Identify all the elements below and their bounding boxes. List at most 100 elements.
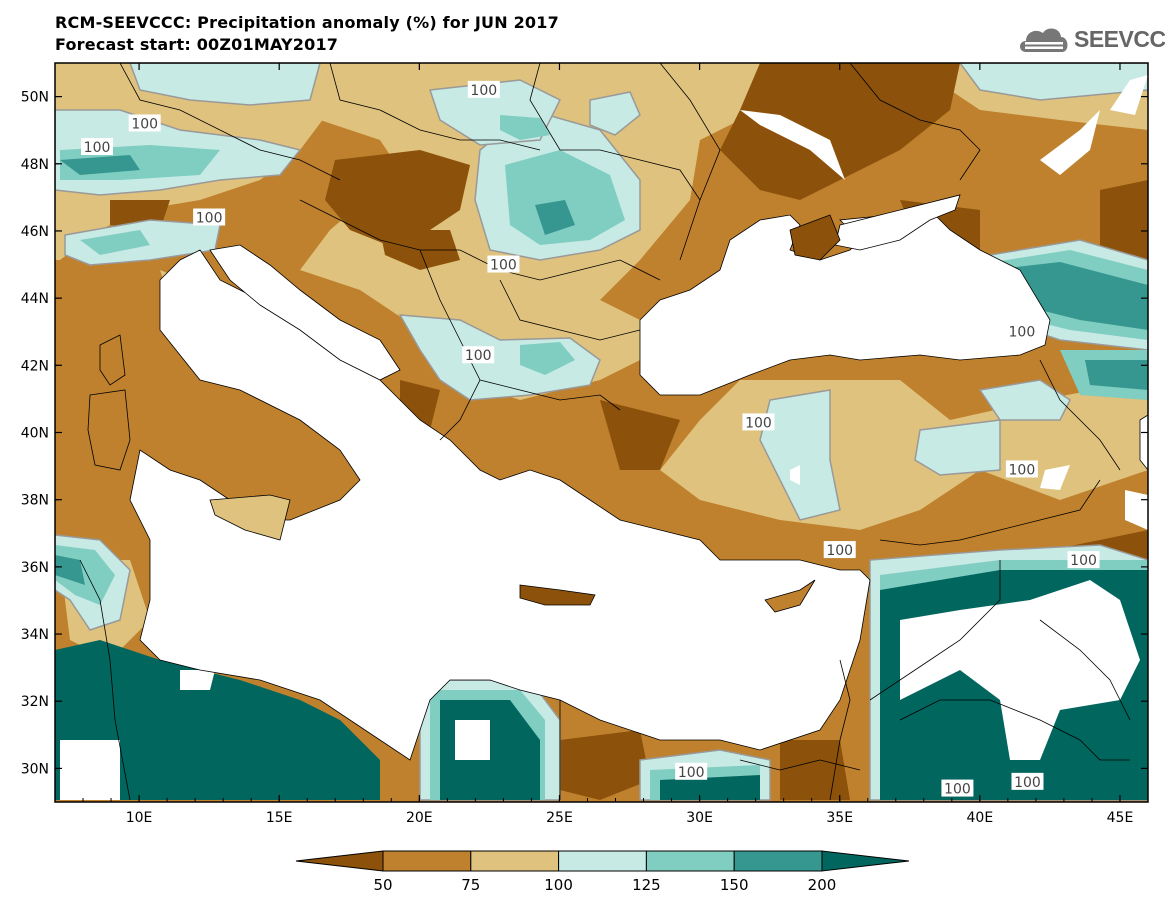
lat-tick-label: 48N (21, 157, 49, 173)
contour-label-bg (1011, 772, 1044, 790)
anomaly-region-wet (914, 419, 1001, 476)
lon-tick-label: 20E (406, 810, 433, 826)
contour-label-bg (193, 208, 226, 226)
colorbar-lower-extend (295, 850, 384, 872)
lat-tick-label: 30N (21, 761, 49, 777)
lat-tick-label: 38N (21, 493, 49, 509)
contour-label-bg (1067, 551, 1100, 569)
lake-region (1040, 110, 1100, 175)
azov-sea (834, 194, 961, 251)
contour-label: 100 (745, 415, 772, 431)
anomaly-region-dark (325, 150, 470, 250)
anomaly-region-wettest (990, 262, 1148, 330)
contour-label: 100 (490, 258, 517, 274)
border-line (79, 559, 131, 801)
lon-tick-label: 25E (546, 810, 573, 826)
border-line (849, 63, 981, 181)
anomaly-region-wet (759, 389, 841, 521)
anomaly-region-dark (600, 400, 680, 470)
border-line (879, 479, 1101, 546)
anomaly-region-wet (978, 379, 1071, 421)
contour-label: 100 (84, 140, 111, 156)
colorbar-segment (645, 850, 735, 872)
anomaly-region-wetter (500, 115, 550, 140)
adriatic-sea (209, 244, 401, 381)
contour-label-bg (128, 114, 161, 132)
colorbar: 50 75 100 125 150 200 (295, 850, 910, 894)
anomaly-region-wettest (60, 155, 140, 175)
colorbar-level-label: 50 (373, 876, 392, 894)
contour-label-bg (1005, 322, 1038, 340)
crete-island (519, 584, 596, 606)
border-line (829, 659, 851, 801)
border-line (899, 699, 1130, 761)
masked-region (60, 740, 120, 800)
contour-label: 100 (826, 543, 853, 559)
colorbar-level-label: 100 (544, 876, 573, 894)
contour-label-bg (941, 779, 974, 797)
sardinia-island (87, 389, 131, 471)
contour-label-bg (462, 346, 495, 364)
colorbar-level-label: 75 (461, 876, 480, 894)
anomaly-region-wet (398, 314, 601, 401)
cloud-icon (1020, 28, 1068, 52)
contour-label: 100 (1009, 462, 1036, 478)
contour-label: 100 (678, 765, 705, 781)
lat-tick-label: 46N (21, 224, 49, 240)
colorbar-level-label: 125 (632, 876, 661, 894)
caspian-sea (1139, 414, 1148, 471)
cyprus-island (764, 579, 816, 613)
lake-region (740, 110, 845, 180)
border-line (529, 63, 701, 201)
border-line (1039, 359, 1121, 471)
masked-region (455, 720, 490, 760)
contour-label: 100 (470, 83, 497, 99)
anomaly-region-wet (959, 63, 1148, 101)
border-line (479, 379, 621, 411)
contour-label: 100 (465, 348, 492, 364)
masked-region (900, 580, 1140, 760)
lon-tick-label: 30E (686, 810, 713, 826)
lake-region (1040, 465, 1070, 490)
lat-tick-label: 44N (21, 291, 49, 307)
border-line (659, 63, 721, 261)
contour-label: 100 (1070, 553, 1097, 569)
lat-tick-label: 34N (21, 627, 49, 643)
colorbar-level-label: 150 (720, 876, 749, 894)
colorbar-upper-extend (821, 850, 910, 872)
crimea-peninsula (789, 214, 841, 261)
border-line (869, 560, 1001, 701)
contour-label-bg (81, 137, 114, 155)
map-title: RCM-SEEVCCC: Precipitation anomaly (%) f… (55, 13, 559, 32)
colorbar-segment (382, 850, 472, 872)
corsica-island (99, 334, 126, 386)
colorbar-level-label: 200 (808, 876, 837, 894)
contour-label: 100 (196, 211, 223, 227)
anomaly-region-wetter (520, 342, 575, 375)
border-line (739, 759, 861, 771)
anomaly-region-wettest (1085, 360, 1148, 390)
forecast-start-subtitle: Forecast start: 00Z01MAY2017 (55, 35, 339, 54)
mediterranean-sea (129, 249, 871, 761)
contour-label-bg (1005, 460, 1038, 478)
colorbar-segment (733, 850, 823, 872)
contour-label-bg (675, 762, 708, 780)
contour-label-bg (487, 255, 520, 273)
anomaly-region-dark (720, 63, 960, 200)
anomaly-region-wet (589, 91, 641, 136)
border-line (329, 63, 541, 151)
seevccc-logo: SEEVCCC (1016, 20, 1165, 60)
country-borders (79, 63, 1131, 801)
anomaly-region-dark (560, 730, 650, 800)
contour-label: 100 (131, 116, 158, 132)
anomaly-region-wettest (535, 200, 575, 235)
colorbar-segment (470, 850, 560, 872)
border-line (299, 199, 661, 281)
contour-label: 100 (1014, 775, 1041, 791)
lat-tick-label: 40N (21, 426, 49, 442)
lon-tick-label: 15E (266, 810, 293, 826)
anomaly-region-dark (780, 740, 850, 800)
lon-tick-label: 40E (967, 810, 994, 826)
anomaly-region-wettest (55, 555, 85, 585)
